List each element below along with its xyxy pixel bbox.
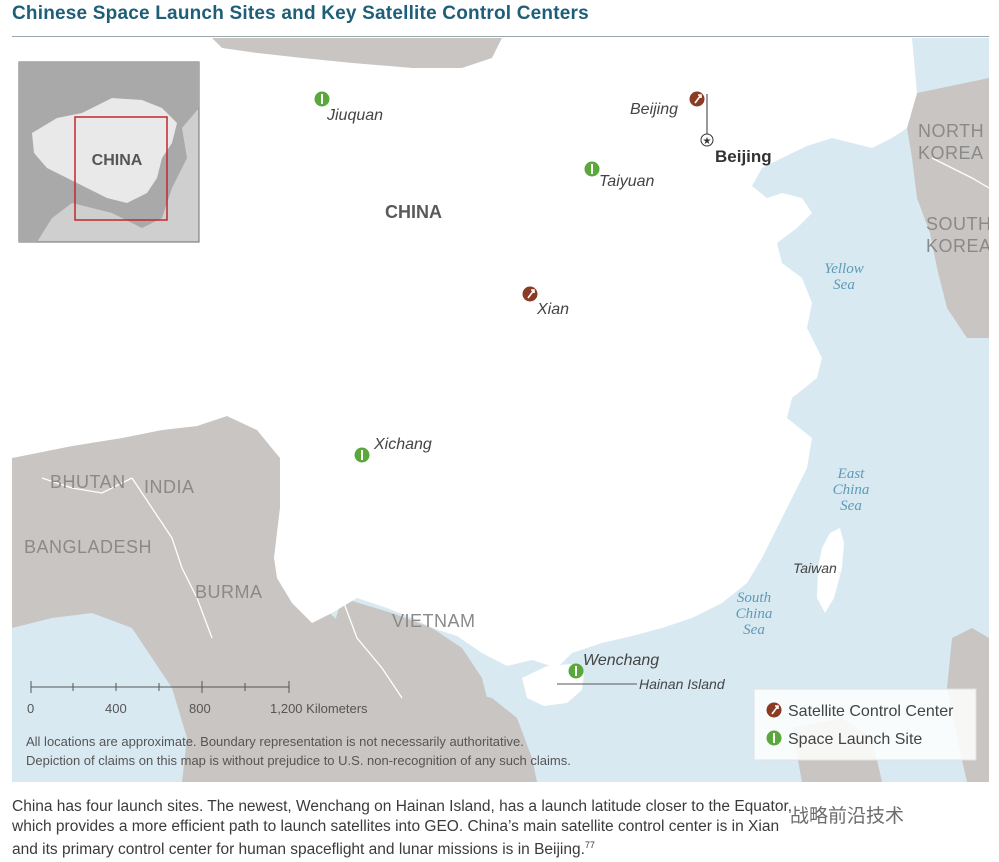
legend-launch-site-icon (766, 730, 782, 746)
scale-tick-0: 0 (27, 701, 34, 716)
taiwan-island (817, 528, 844, 613)
launch-site-markers (314, 91, 600, 679)
map-caption: China has four launch sites. The newest,… (12, 797, 987, 860)
label-burma: BURMA (195, 582, 263, 602)
inset-china-label: CHINA (92, 152, 143, 169)
label-east-china-sea-line1: East (837, 466, 866, 482)
disclaimer-line2: Depiction of claims on this map is witho… (26, 753, 571, 768)
hainan-island (522, 664, 584, 706)
northern-land (212, 38, 502, 68)
label-xian: Xian (536, 301, 569, 318)
caption-footnote: 77 (584, 840, 595, 850)
label-hainan-island: Hainan Island (639, 676, 726, 692)
legend: Satellite Control Center Space Launch Si… (753, 688, 977, 761)
capital-star-icon (700, 133, 714, 147)
title-divider (12, 36, 989, 37)
label-south-korea-line2: KOREA (926, 236, 989, 256)
label-yellow-sea-line1: Yellow (824, 261, 863, 277)
label-south-korea-line1: SOUTH (926, 214, 989, 234)
scale-tick-400: 400 (105, 701, 127, 716)
map-title: Chinese Space Launch Sites and Key Satel… (12, 3, 589, 24)
legend-box (753, 688, 977, 761)
caption-line3: and its primary control center for human… (12, 841, 585, 859)
label-south-china-sea-line1: South (737, 590, 771, 606)
label-taiwan: Taiwan (793, 560, 837, 576)
label-north-korea-line1: NORTH (918, 121, 984, 141)
label-china: CHINA (385, 202, 442, 222)
label-beijing-capital: Beijing (715, 147, 772, 166)
korea-land (907, 78, 989, 338)
inset-focus-box (74, 116, 168, 221)
caption-line2: which provides a more efficient path to … (12, 817, 780, 835)
launch-site-taiyuan-icon (584, 161, 600, 177)
label-bangladesh: BANGLADESH (24, 537, 152, 557)
label-yellow-sea-line2: Sea (833, 277, 855, 293)
caption-line1: China has four launch sites. The newest,… (12, 798, 793, 815)
label-north-korea-line2: KOREA (918, 143, 984, 163)
indochina-land (327, 598, 492, 782)
legend-control-center-icon (766, 702, 782, 718)
control-center-xian-icon (522, 286, 538, 302)
scale-bar (30, 681, 290, 693)
label-south-china-sea-line2: China (736, 606, 773, 622)
label-east-china-sea-line3: Sea (840, 498, 862, 514)
map-canvas: CHINA NORTH KOREA SOUTH KOREA BHUTAN IND… (12, 38, 989, 782)
watermark: 战略前沿技术 (790, 805, 905, 827)
label-taiyuan: Taiyuan (599, 173, 655, 190)
label-vietnam: VIETNAM (392, 611, 476, 631)
control-center-markers (522, 91, 705, 302)
legend-control-center-label: Satellite Control Center (788, 703, 954, 720)
label-xichang: Xichang (373, 436, 432, 453)
disclaimer-line1: All locations are approximate. Boundary … (26, 734, 524, 749)
bay-of-bengal (12, 613, 187, 782)
label-east-china-sea-line2: China (833, 482, 870, 498)
launch-site-jiuquan-icon (314, 91, 330, 107)
label-bhutan: BHUTAN (50, 472, 126, 492)
control-center-beijing-icon (689, 91, 705, 107)
label-beijing-control: Beijing (630, 101, 678, 118)
label-south-china-sea-line3: Sea (743, 622, 765, 638)
china-mainland (12, 38, 917, 668)
neighbor-boundaries (41, 157, 989, 699)
bohai-sea (752, 150, 842, 198)
caption-line3-wrap: and its primary control center for human… (12, 836, 987, 860)
label-india: INDIA (144, 477, 195, 497)
legend-launch-site-label: Space Launch Site (788, 731, 922, 748)
scale-tick-800: 800 (189, 701, 211, 716)
inset-china (32, 98, 177, 203)
launch-site-wenchang-icon (568, 663, 584, 679)
inset-map (18, 61, 200, 243)
label-wenchang: Wenchang (583, 652, 659, 669)
label-jiuquan: Jiuquan (326, 107, 383, 124)
capital-star-glyph: ★ (703, 136, 712, 147)
scale-tick-1200: 1,200 Kilometers (270, 701, 368, 716)
launch-site-xichang-icon (354, 447, 370, 463)
